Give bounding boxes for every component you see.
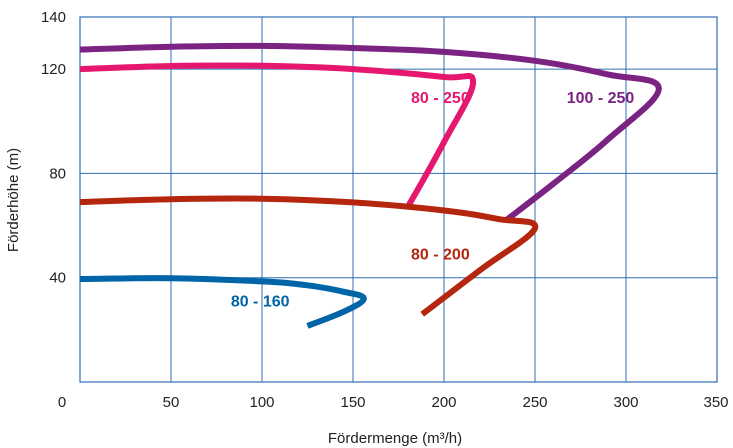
x-tick-label-4: 200 <box>431 394 456 411</box>
x-tick-label-3: 150 <box>340 394 365 411</box>
series-label-100-250: 100 - 250 <box>567 90 635 107</box>
x-tick-label-6: 300 <box>613 394 638 411</box>
curve-80-200 <box>79 195 539 317</box>
x-tick-label-7: 350 <box>703 394 728 411</box>
x-tick-label-1: 50 <box>163 394 180 411</box>
curve-80-250 <box>79 62 477 209</box>
x-tick-label-0: 0 <box>58 394 66 411</box>
y-tick-label-1: 80 <box>49 165 66 182</box>
y-tick-label-0: 40 <box>49 270 66 287</box>
y-axis-title: Förderhöhe (m) <box>5 148 22 252</box>
y-tick-label-2: 120 <box>41 61 66 78</box>
curve-100-250 <box>79 42 662 223</box>
curve-80-160 <box>79 275 367 329</box>
y-tick-label-3: 140 <box>41 9 66 26</box>
series-curves <box>79 42 662 329</box>
series-label-80-160: 80 - 160 <box>231 293 290 310</box>
series-label-80-200: 80 - 200 <box>411 246 470 263</box>
series-label-80-250: 80 - 250 <box>411 90 470 107</box>
x-tick-label-2: 100 <box>249 394 274 411</box>
x-axis-title: Fördermenge (m³/h) <box>328 430 462 447</box>
series-labels: 100 - 250 80 - 250 80 - 200 80 - 160 <box>231 90 635 310</box>
x-tick-label-5: 250 <box>522 394 547 411</box>
tick-labels: 0 50 100 150 200 250 300 350 40 80 120 140 <box>41 9 729 411</box>
